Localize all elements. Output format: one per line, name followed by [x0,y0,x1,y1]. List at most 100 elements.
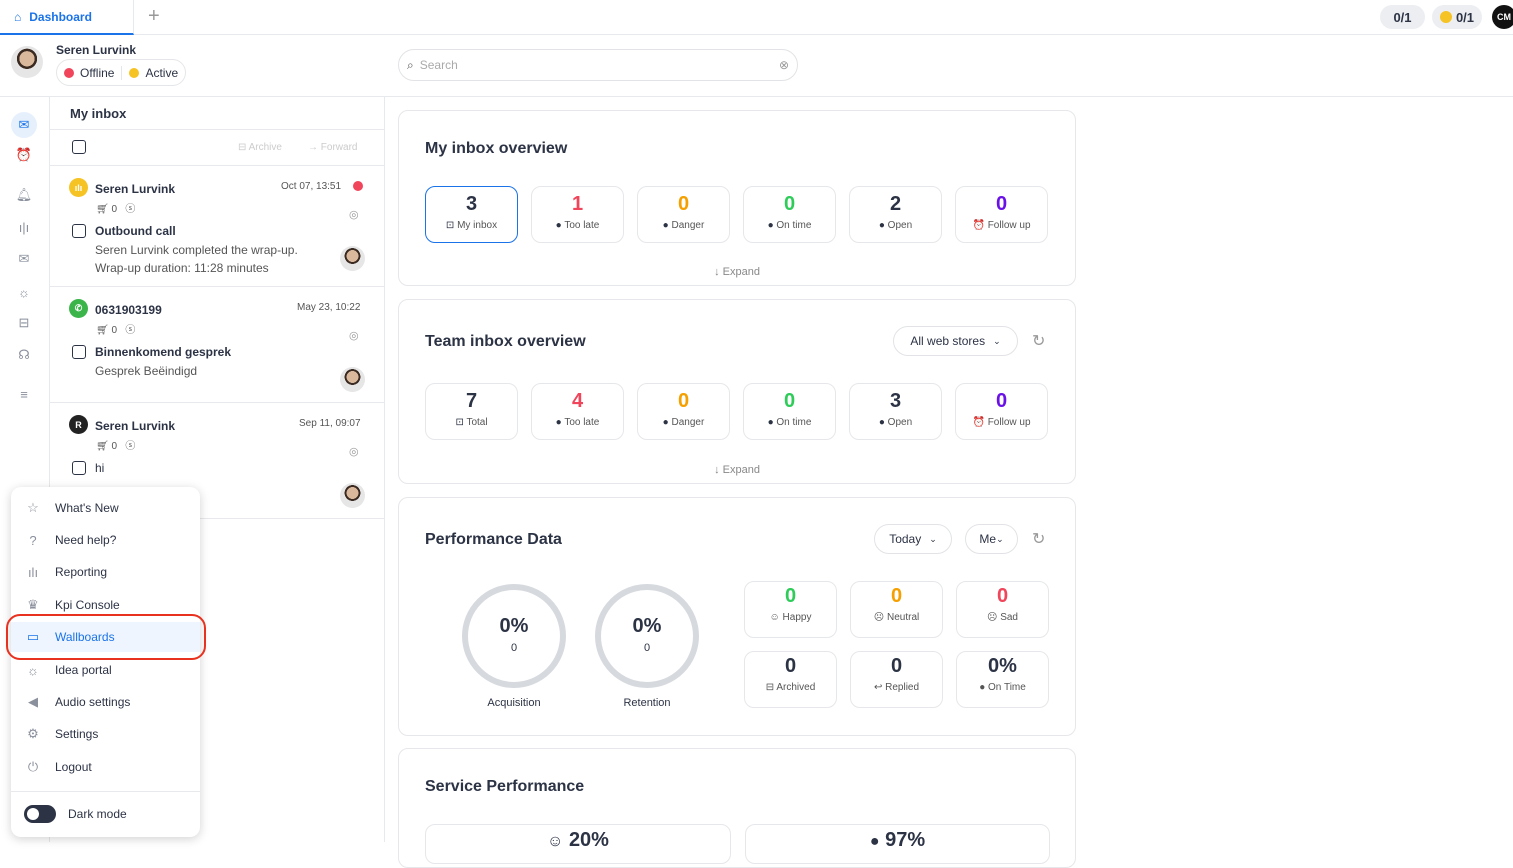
messages-icon[interactable]: ✉ [18,251,30,266]
menu-item-help[interactable]: ? Need help? [11,525,200,555]
stat-tile-danger[interactable]: 0 ● Danger [637,186,730,243]
clock-icon: ● [878,417,885,428]
menu-item-reporting[interactable]: ılı Reporting [11,557,200,587]
on-time-icon: ● [979,682,986,693]
service-tile-sla: ● 97% [745,824,1050,864]
perf-tile-neutral[interactable]: 0 ☹ Neutral [850,581,943,638]
expand-button[interactable]: ↓ Expand [714,266,760,278]
clock-icon: ● [555,220,562,231]
refresh-icon[interactable]: ↻ [1032,531,1046,548]
queue-counter[interactable]: 0/1 [1380,5,1425,29]
timestamp: Oct 07, 13:51 [281,181,342,192]
stat-tile-total[interactable]: 7 ⊡ Total [425,383,518,440]
voice-icon[interactable]: ı|ı [18,219,30,235]
bot-icon[interactable]: ☼ [18,284,30,300]
list-item[interactable] [50,287,385,403]
scope-dropdown[interactable]: Me ⌄ [965,524,1018,554]
inbox-toolbar [50,129,385,166]
menu-item-gear[interactable]: ⚙ Settings [11,719,200,749]
filter-icon[interactable]: ≡ [20,386,28,402]
archive-button[interactable]: ⊟ Archive [238,142,282,153]
ring-acquisition: 0% 0 [462,584,566,688]
gear-icon: ⚙ [27,726,39,741]
perf-tile-sad[interactable]: 0 ☹ Sad [956,581,1049,638]
stat-tile-on-time[interactable]: 0 ● On time [743,383,836,440]
divider [11,791,200,792]
stat-tile-on-time[interactable]: 0 ● On time [743,186,836,243]
dark-mode-toggle[interactable] [24,805,56,823]
search-icon: ⌕ [407,57,414,72]
refresh-icon[interactable]: ↻ [1032,333,1046,350]
channel-phone-icon: ✆ [69,299,88,318]
assignee-avatar [340,246,365,271]
reporting-icon: ılı [27,564,39,580]
perf-tile-archived[interactable]: 0 ⊟ Archived [744,651,837,708]
my-inbox-overview-card [398,110,1076,286]
power-icon: ⏻ [27,759,39,774]
inbox-list [50,97,385,842]
menu-item-monitor[interactable]: ▭ Wallboards [11,622,200,652]
item-checkbox[interactable] [72,461,86,475]
archive-icon[interactable]: ⊟ [18,315,30,330]
contact-name: Seren Lurvink [95,182,176,196]
clock-icon: ● [767,417,774,428]
web-store-dropdown[interactable]: All web stores ⌄ [893,326,1018,356]
period-dropdown[interactable]: Today ⌄ [874,524,952,554]
inbox-icon: ⊡ [445,220,455,231]
user-menu [11,487,200,837]
search-input[interactable]: ⌕ Search ⊗ [398,49,798,81]
item-checkbox[interactable] [72,345,86,359]
menu-item-speaker[interactable]: ◀ Audio settings [11,687,200,717]
stat-tile-too-late[interactable]: 4 ● Too late [531,383,624,440]
help-icon: ? [29,532,37,548]
stat-tile-follow-up[interactable]: 0 ⏰ Follow up [955,186,1048,243]
channel-R-icon: R [69,415,88,434]
perf-tile-on-time[interactable]: 0% ● On Time [956,651,1049,708]
star-icon: ☆ [27,500,39,515]
inbox-icon[interactable]: ✉ [11,112,37,138]
perf-tile-replied[interactable]: 0 ↩ Replied [850,651,943,708]
voice-icon [129,67,140,78]
clear-icon[interactable]: ⊗ [778,58,789,72]
chevron-down-icon: ⌄ [993,335,1001,346]
cm-logo[interactable]: CM [1492,5,1513,29]
chevron-down-icon: ⌄ [929,533,937,544]
stat-tile-too-late[interactable]: 1 ● Too late [531,186,624,243]
replied-icon: ↩ [873,682,883,693]
stat-tile-open[interactable]: 2 ● Open [849,186,942,243]
forward-button[interactable]: → Forward [308,142,358,153]
stat-tile-follow-up[interactable]: 0 ⏰ Follow up [955,383,1048,440]
support-icon[interactable]: ☊ [18,347,30,362]
card-title: Team inbox overview [425,333,586,350]
avatar[interactable] [11,46,43,78]
menu-item-power[interactable]: ⏻ Logout [11,752,200,782]
chat-icon: ◎ [349,446,359,458]
overdue-clock-icon [353,181,363,191]
list-item[interactable] [50,166,385,287]
select-all-checkbox[interactable] [72,140,86,154]
status-selector[interactable]: Offline Active [56,59,187,86]
list-item[interactable] [50,403,385,519]
tab-dashboard[interactable]: ⌂ Dashboard [0,0,134,35]
menu-item-crown[interactable]: ♛ Kpi Console [11,590,200,620]
alarm-icon[interactable]: ⏰ [15,147,33,162]
stat-tile-open[interactable]: 3 ● Open [849,383,942,440]
menu-item-star[interactable]: ☆ What's New [11,493,200,523]
add-tab-button[interactable]: + [148,5,160,27]
stat-tile-my-inbox[interactable]: 3 ⊡ My inbox [425,186,518,243]
item-subject: Outbound call [95,224,176,238]
chat-icon: ◎ [349,330,359,342]
item-preview: Seren Lurvink completed the wrap-up. [95,243,298,257]
card-title: Performance Data [425,531,562,548]
clock-icon: ● [555,417,562,428]
dark-mode-label: Dark mode [68,807,127,821]
item-subject: Binnenkomend gesprek [95,345,232,359]
menu-item-lightbulb[interactable]: ☼ Idea portal [11,655,200,685]
item-checkbox[interactable] [72,224,86,238]
expand-button[interactable]: ↓ Expand [714,464,760,476]
stat-tile-danger[interactable]: 0 ● Danger [637,383,730,440]
inbox-icon: ⊡ [455,417,464,428]
bell-icon[interactable]: 🔔︎ [15,187,33,202]
perf-tile-happy[interactable]: 0 ☺ Happy [744,581,837,638]
voice-counter[interactable]: 0/1 [1432,5,1482,29]
